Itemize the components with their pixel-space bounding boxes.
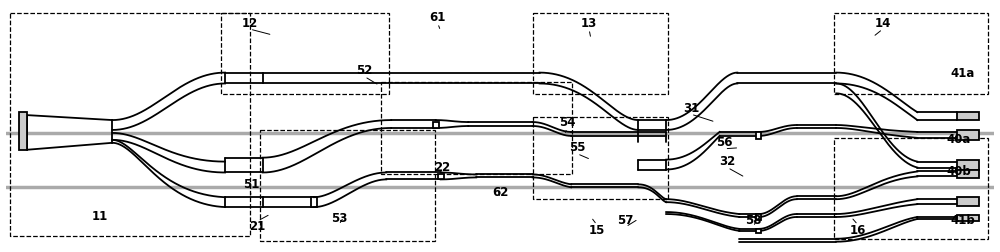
Bar (957, 197, 979, 206)
Text: 32: 32 (719, 155, 736, 168)
Bar (756, 132, 761, 139)
Text: 57: 57 (617, 214, 634, 228)
Text: 41a: 41a (951, 67, 975, 80)
Text: 62: 62 (492, 186, 508, 199)
Bar (834, 138, 988, 239)
Text: 58: 58 (745, 214, 761, 228)
Text: 13: 13 (581, 17, 597, 30)
Bar (533, 117, 668, 199)
Bar (381, 82, 572, 174)
Text: 52: 52 (356, 64, 373, 77)
Text: 15: 15 (589, 224, 605, 237)
Text: 12: 12 (242, 17, 258, 30)
Text: 16: 16 (850, 224, 866, 237)
Text: 40a: 40a (947, 133, 971, 146)
Text: 61: 61 (430, 11, 446, 24)
Text: 41b: 41b (950, 214, 975, 228)
Text: 31: 31 (683, 102, 699, 115)
Bar (19, 112, 27, 150)
Bar (957, 112, 979, 120)
Text: 14: 14 (875, 17, 891, 30)
Text: 53: 53 (331, 212, 347, 226)
Text: 54: 54 (559, 116, 576, 129)
Bar (221, 13, 389, 94)
Text: 55: 55 (569, 141, 585, 154)
Bar (834, 13, 988, 94)
Bar (957, 130, 979, 140)
Bar (957, 170, 979, 178)
Bar (433, 122, 439, 128)
Bar (260, 130, 435, 241)
Text: 56: 56 (716, 136, 733, 149)
Text: 11: 11 (91, 210, 108, 224)
Text: 21: 21 (250, 220, 266, 233)
Text: 22: 22 (435, 161, 451, 174)
Bar (438, 174, 444, 179)
Bar (311, 197, 317, 207)
Text: 40b: 40b (947, 165, 971, 178)
Bar (10, 13, 250, 236)
Bar (957, 160, 979, 170)
Text: 51: 51 (243, 178, 259, 191)
Bar (533, 13, 668, 94)
Bar (957, 215, 979, 221)
Bar (756, 214, 761, 220)
Bar (756, 229, 761, 233)
